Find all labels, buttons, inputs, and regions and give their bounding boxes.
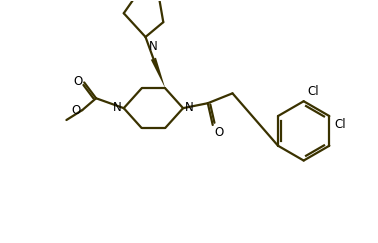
Polygon shape [151,58,165,88]
Text: O: O [215,126,224,139]
Text: N: N [185,101,194,114]
Text: O: O [71,104,80,117]
Text: Cl: Cl [334,118,346,131]
Text: N: N [149,40,157,53]
Text: O: O [73,75,82,88]
Text: N: N [113,101,122,114]
Text: Cl: Cl [308,85,319,98]
